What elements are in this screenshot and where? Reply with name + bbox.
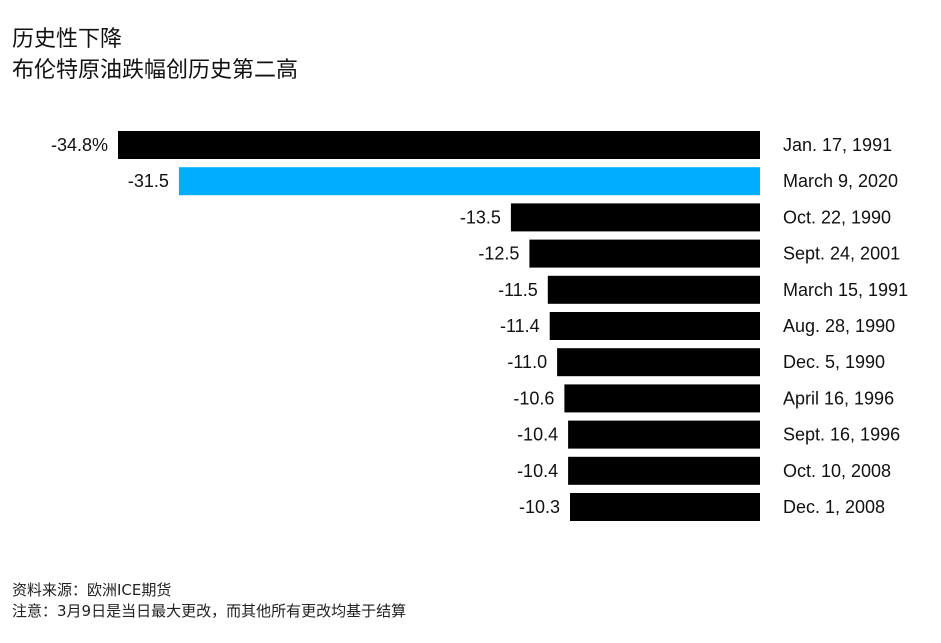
value-label-10: -10.4 — [517, 461, 558, 481]
category-label-2: March 9, 2020 — [783, 171, 898, 191]
bar-11 — [570, 493, 760, 521]
category-label-4: Sept. 24, 2001 — [783, 244, 900, 264]
category-label-6: Aug. 28, 1990 — [783, 316, 895, 336]
value-label-4: -12.5 — [478, 244, 519, 264]
chart-title: 历史性下降 — [12, 27, 123, 52]
bar-chart: -34.8% Jan. 17, 1991 -31.5 March 9, 2020 -13… — [51, 131, 908, 521]
value-label-7: -11.0 — [507, 352, 547, 372]
bar-7 — [557, 348, 760, 377]
bar-4 — [529, 239, 760, 268]
value-label-6: -11.4 — [500, 316, 540, 336]
bar-3 — [510, 203, 760, 232]
category-label-1: Jan. 17, 1991 — [783, 135, 892, 155]
value-label-3: -13.5 — [460, 207, 501, 227]
category-label-8: April 16, 1996 — [783, 388, 894, 408]
value-label-9: -10.4 — [517, 425, 558, 445]
bar-1 — [118, 131, 760, 159]
bar-5 — [547, 275, 760, 304]
chart-title-block: 历史性下降 布伦特原油跌幅创历史第二高 — [12, 24, 298, 86]
source-note: 资料来源：欧洲ICE期货 — [12, 581, 172, 599]
value-label-8: -10.6 — [513, 388, 554, 408]
category-label-9: Sept. 16, 1996 — [783, 425, 900, 445]
bar-6 — [549, 312, 760, 340]
chart-footer: 资料来源：欧洲ICE期货 注意：3月9日是当日最大更改，而其他所有更改均基于结算 — [12, 580, 406, 622]
footnote: 注意：3月9日是当日最大更改，而其他所有更改均基于结算 — [12, 602, 407, 620]
category-label-5: March 15, 1991 — [783, 280, 908, 300]
category-label-11: Dec. 1, 2008 — [783, 497, 885, 517]
value-label-5: -11.5 — [498, 280, 538, 300]
category-label-3: Oct. 22, 1990 — [783, 207, 891, 227]
value-label-2: -31.5 — [128, 171, 169, 191]
bar-9 — [568, 420, 760, 449]
bar-8 — [564, 384, 760, 413]
category-label-7: Dec. 5, 1990 — [783, 352, 885, 372]
bar-10 — [568, 456, 760, 485]
value-label-1: -34.8% — [51, 135, 108, 155]
bar-2 — [178, 167, 760, 196]
value-label-11: -10.3 — [519, 497, 560, 517]
category-label-10: Oct. 10, 2008 — [783, 461, 891, 481]
chart-subtitle: 布伦特原油跌幅创历史第二高 — [12, 58, 299, 83]
